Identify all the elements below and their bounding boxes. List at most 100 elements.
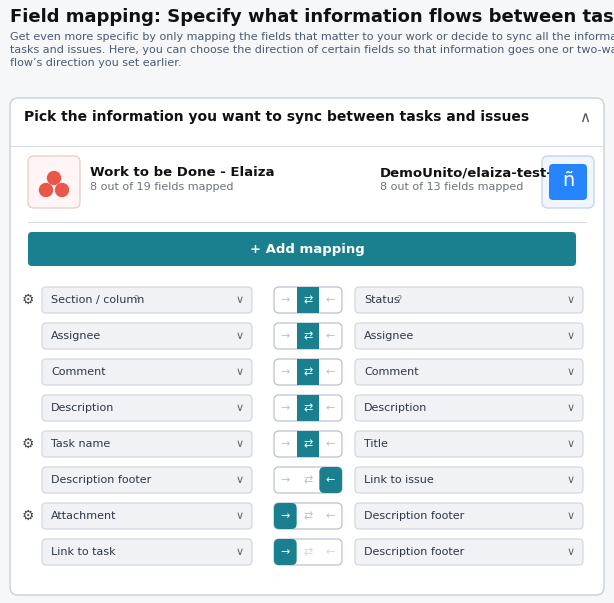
FancyBboxPatch shape [28,232,576,266]
FancyBboxPatch shape [355,395,583,421]
FancyBboxPatch shape [355,323,583,349]
Text: Description footer: Description footer [364,511,464,521]
Text: ∨: ∨ [567,331,575,341]
FancyBboxPatch shape [42,359,252,385]
FancyBboxPatch shape [274,431,342,457]
FancyBboxPatch shape [355,359,583,385]
Circle shape [47,171,61,185]
Text: ∨: ∨ [236,511,244,521]
Text: ∧: ∧ [579,110,590,125]
FancyBboxPatch shape [274,395,342,421]
Text: Comment: Comment [51,367,106,377]
Text: ⇄: ⇄ [303,547,313,557]
Text: ∨: ∨ [236,439,244,449]
Text: Status: Status [364,295,400,305]
FancyBboxPatch shape [274,503,342,529]
Text: Assignee: Assignee [364,331,414,341]
Text: Assignee: Assignee [51,331,101,341]
Text: ←: ← [326,475,335,485]
Text: ∨: ∨ [567,439,575,449]
Text: ⚙: ⚙ [22,509,34,523]
Text: ⇄: ⇄ [303,475,313,485]
Text: ∨: ∨ [567,367,575,377]
Text: ∨: ∨ [236,295,244,305]
Text: ←: ← [326,331,335,341]
Text: ←: ← [326,295,335,305]
Text: Description footer: Description footer [364,547,464,557]
Text: tasks and issues. Here, you can choose the direction of certain fields so that i: tasks and issues. Here, you can choose t… [10,45,614,55]
FancyBboxPatch shape [42,539,252,565]
Text: ∨: ∨ [236,367,244,377]
FancyBboxPatch shape [355,539,583,565]
Bar [297,431,319,457]
Text: Task name: Task name [51,439,111,449]
Text: DemoUnito/elaiza-test-...: DemoUnito/elaiza-test-... [380,166,568,179]
FancyBboxPatch shape [355,503,583,529]
Text: ∨: ∨ [567,403,575,413]
Text: →: → [281,547,290,557]
Text: Section / column: Section / column [51,295,144,305]
FancyBboxPatch shape [42,431,252,457]
Text: Description: Description [364,403,427,413]
Text: →: → [281,439,290,449]
Text: ∨: ∨ [236,331,244,341]
Text: Work to be Done - Elaiza: Work to be Done - Elaiza [90,166,274,179]
Text: ⚙: ⚙ [22,293,34,307]
Text: Attachment: Attachment [51,511,117,521]
FancyBboxPatch shape [274,503,297,529]
FancyBboxPatch shape [42,467,252,493]
Bar [297,359,319,385]
Circle shape [39,183,53,197]
FancyBboxPatch shape [274,359,342,385]
Text: →: → [281,475,290,485]
Text: ⇄: ⇄ [303,511,313,521]
Text: ∨: ∨ [567,511,575,521]
Text: 8 out of 13 fields mapped: 8 out of 13 fields mapped [380,182,523,192]
Text: ∨: ∨ [236,403,244,413]
FancyBboxPatch shape [10,98,604,595]
FancyBboxPatch shape [542,156,594,208]
FancyBboxPatch shape [549,164,587,200]
Text: flow’s direction you set earlier.: flow’s direction you set earlier. [10,58,182,68]
Text: →: → [281,295,290,305]
Text: →: → [281,331,290,341]
FancyBboxPatch shape [42,323,252,349]
Text: ∨: ∨ [567,475,575,485]
FancyBboxPatch shape [319,467,342,493]
Text: ∨: ∨ [236,547,244,557]
Text: ←: ← [326,439,335,449]
Text: →: → [281,511,290,521]
FancyBboxPatch shape [274,539,342,565]
FancyBboxPatch shape [42,395,252,421]
Text: ∨: ∨ [567,547,575,557]
FancyBboxPatch shape [274,323,342,349]
Text: ?: ? [133,295,138,305]
Text: ?: ? [396,295,401,305]
FancyBboxPatch shape [28,156,80,208]
Text: Pick the information you want to sync between tasks and issues: Pick the information you want to sync be… [24,110,529,124]
Text: ←: ← [326,367,335,377]
FancyBboxPatch shape [274,287,342,313]
Text: Link to task: Link to task [51,547,115,557]
FancyBboxPatch shape [355,287,583,313]
Text: Field mapping: Specify what information flows between tasks and issues: Field mapping: Specify what information … [10,8,614,26]
Text: ∨: ∨ [567,295,575,305]
Text: + Add mapping: + Add mapping [250,244,364,256]
Circle shape [55,183,69,197]
Text: Title: Title [364,439,388,449]
Text: ⇄: ⇄ [303,295,313,305]
FancyBboxPatch shape [274,467,342,493]
Text: ←: ← [326,403,335,413]
Text: Link to issue: Link to issue [364,475,433,485]
FancyBboxPatch shape [355,431,583,457]
FancyBboxPatch shape [355,467,583,493]
Text: Get even more specific by only mapping the fields that matter to your work or de: Get even more specific by only mapping t… [10,32,614,42]
Text: →: → [281,403,290,413]
Text: Description footer: Description footer [51,475,151,485]
Text: Comment: Comment [364,367,419,377]
FancyBboxPatch shape [42,287,252,313]
Text: ñ: ñ [562,171,574,190]
Text: →: → [281,367,290,377]
Bar [297,287,319,313]
Text: Description: Description [51,403,114,413]
